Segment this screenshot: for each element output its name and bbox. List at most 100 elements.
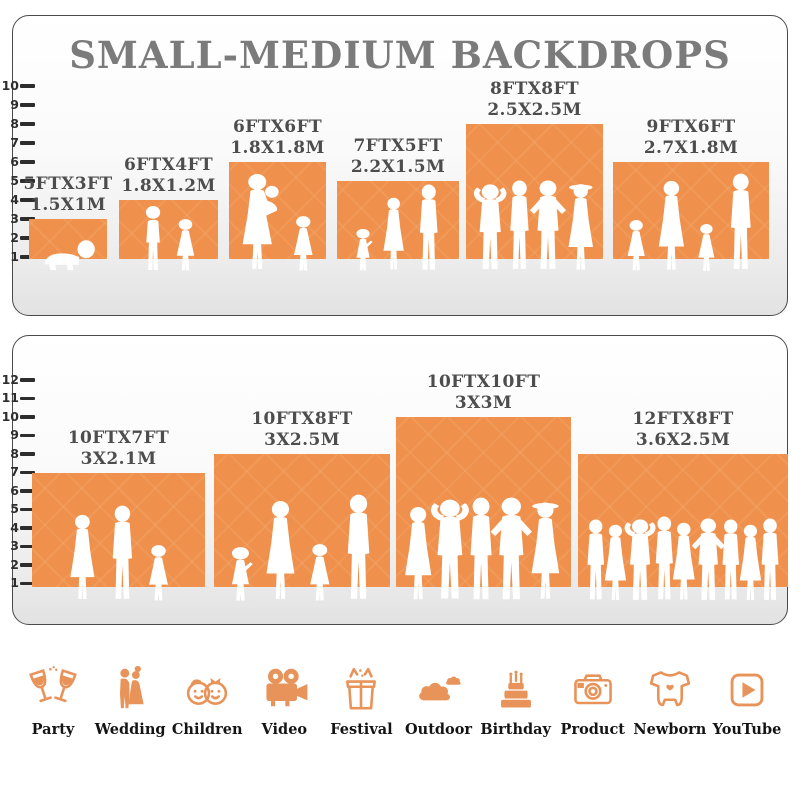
ruler-mark-1ft: 1 <box>1 249 35 265</box>
ruler-tick <box>20 179 35 183</box>
ruler-tick <box>20 544 35 549</box>
category-label: Children <box>171 721 243 738</box>
silhouette-woman <box>259 500 302 602</box>
silhouette-man <box>754 518 786 602</box>
ruler-mark-5ft: 5 <box>1 173 35 189</box>
silhouette-woman <box>599 524 632 602</box>
ruler-number: 3 <box>10 210 19 226</box>
backdrop-label: 10FTX8FT 3X2.5M <box>188 409 416 452</box>
backdrop-size-ft: 6FTX6FT <box>232 117 323 137</box>
silhouette-man-armsup <box>424 498 476 602</box>
video-icon <box>258 664 310 716</box>
ruler-tick <box>20 415 35 419</box>
silhouette-boy <box>138 205 168 272</box>
silhouette-man <box>104 505 141 602</box>
backdrop-label: 6FTX4FT 1.8X1.2M <box>93 155 244 198</box>
ruler-mark-6ft: 6 <box>1 483 35 499</box>
silhouette-man <box>722 173 760 272</box>
silhouette-group <box>214 494 390 602</box>
festival-icon <box>335 664 387 716</box>
category-label: Video <box>261 721 308 738</box>
category-row: Party Wedding Children Video Festival Outdoor… <box>16 664 784 738</box>
backdrop-size-ft: 6FTX4FT <box>123 155 214 175</box>
silhouette-man <box>338 494 379 602</box>
ruler-mark-7ft: 7 <box>1 465 35 481</box>
category-product: Product <box>556 664 630 738</box>
ruler-tick <box>20 489 35 493</box>
backdrop-size-ft: 10FTX7FT <box>67 428 170 448</box>
silhouette-woman <box>734 524 767 602</box>
backdrop-label: 12FTX8FT 3.6X2.5M <box>552 409 800 452</box>
ruler-number: 5 <box>10 501 19 517</box>
ruler-number: 2 <box>10 229 19 245</box>
ruler-tick <box>20 396 35 401</box>
backdrop-size-m: 1.5X1M <box>30 195 106 216</box>
backdrop-label: 9FTX6FT 2.7X1.8M <box>587 117 795 160</box>
backdrop-size-m: 3X3M <box>454 393 513 414</box>
silhouette-woman-hat <box>560 182 602 272</box>
ruler-mark-5ft: 5 <box>1 502 35 518</box>
ruler-number: 1 <box>10 248 19 264</box>
silhouette-group <box>32 505 205 602</box>
category-children: Children <box>170 664 244 738</box>
ruler-number: 10 <box>1 408 19 424</box>
ruler-mark-10ft: 10 <box>1 409 35 425</box>
ruler-tick <box>20 255 35 259</box>
ruler-number: 4 <box>10 191 19 207</box>
ruler-tick <box>20 433 35 438</box>
silhouette-man <box>461 497 501 602</box>
ruler-number: 12 <box>1 371 19 387</box>
ruler-tick <box>20 526 35 530</box>
ruler-tick <box>20 236 35 240</box>
ruler-number: 11 <box>1 390 19 406</box>
ruler-number: 1 <box>10 575 19 591</box>
silhouette-girl <box>172 218 199 272</box>
ruler-mark-7ft: 7 <box>1 135 35 151</box>
ruler-number: 4 <box>10 519 19 535</box>
ruler-number: 2 <box>10 556 19 572</box>
ruler-number: 8 <box>10 445 19 461</box>
silhouette-group <box>396 497 571 602</box>
youtube-icon <box>721 664 773 716</box>
backdrop-size-m: 3X2.5M <box>264 430 340 451</box>
silhouette-man <box>412 184 446 272</box>
ruler-mark-4ft: 4 <box>1 520 35 536</box>
party-icon <box>27 664 79 716</box>
silhouette-group <box>119 205 218 272</box>
backdrop-label: 7FTX5FT 2.2X1.5M <box>311 136 485 179</box>
silhouette-man-hips <box>486 497 537 602</box>
product-icon <box>567 664 619 716</box>
ruler-mark-9ft: 9 <box>1 428 35 444</box>
ruler-number: 7 <box>10 464 19 480</box>
silhouette-baby-crawl <box>39 239 97 272</box>
page-title: SMALL-MEDIUM BACKDROPS <box>69 33 731 77</box>
category-youtube: YouTube <box>710 664 784 738</box>
category-newborn: Newborn <box>633 664 707 738</box>
silhouette-girl <box>289 215 318 272</box>
ruler-tick <box>20 84 35 88</box>
children-icon <box>181 664 233 716</box>
ruler-tick <box>20 103 35 107</box>
ruler-number: 6 <box>10 153 19 169</box>
backdrop-size-ft: 7FTX5FT <box>353 136 443 156</box>
ruler-number: 3 <box>10 538 19 554</box>
silhouette-man <box>648 516 681 602</box>
silhouette-girl <box>305 543 335 602</box>
backdrop-size-ft: 10FTX8FT <box>251 409 353 429</box>
silhouette-man-hips <box>688 518 729 602</box>
ruler-mark-2ft: 2 <box>1 230 35 246</box>
silhouette-group <box>337 184 459 272</box>
category-outdoor: Outdoor <box>402 664 476 738</box>
backdrop-size-m: 1.8X1.8M <box>230 138 325 159</box>
birthday-icon <box>490 664 542 716</box>
silhouette-man-hips <box>526 180 570 272</box>
ruler-mark-10ft: 10 <box>1 78 35 94</box>
ruler-mark-8ft: 8 <box>1 116 35 132</box>
silhouette-group <box>613 173 769 272</box>
ruler-tick <box>20 581 35 586</box>
silhouette-woman <box>64 514 101 602</box>
category-label: Party <box>31 721 75 738</box>
category-label: Birthday <box>480 721 551 738</box>
backdrop-size-m: 1.8X1.2M <box>121 176 216 197</box>
